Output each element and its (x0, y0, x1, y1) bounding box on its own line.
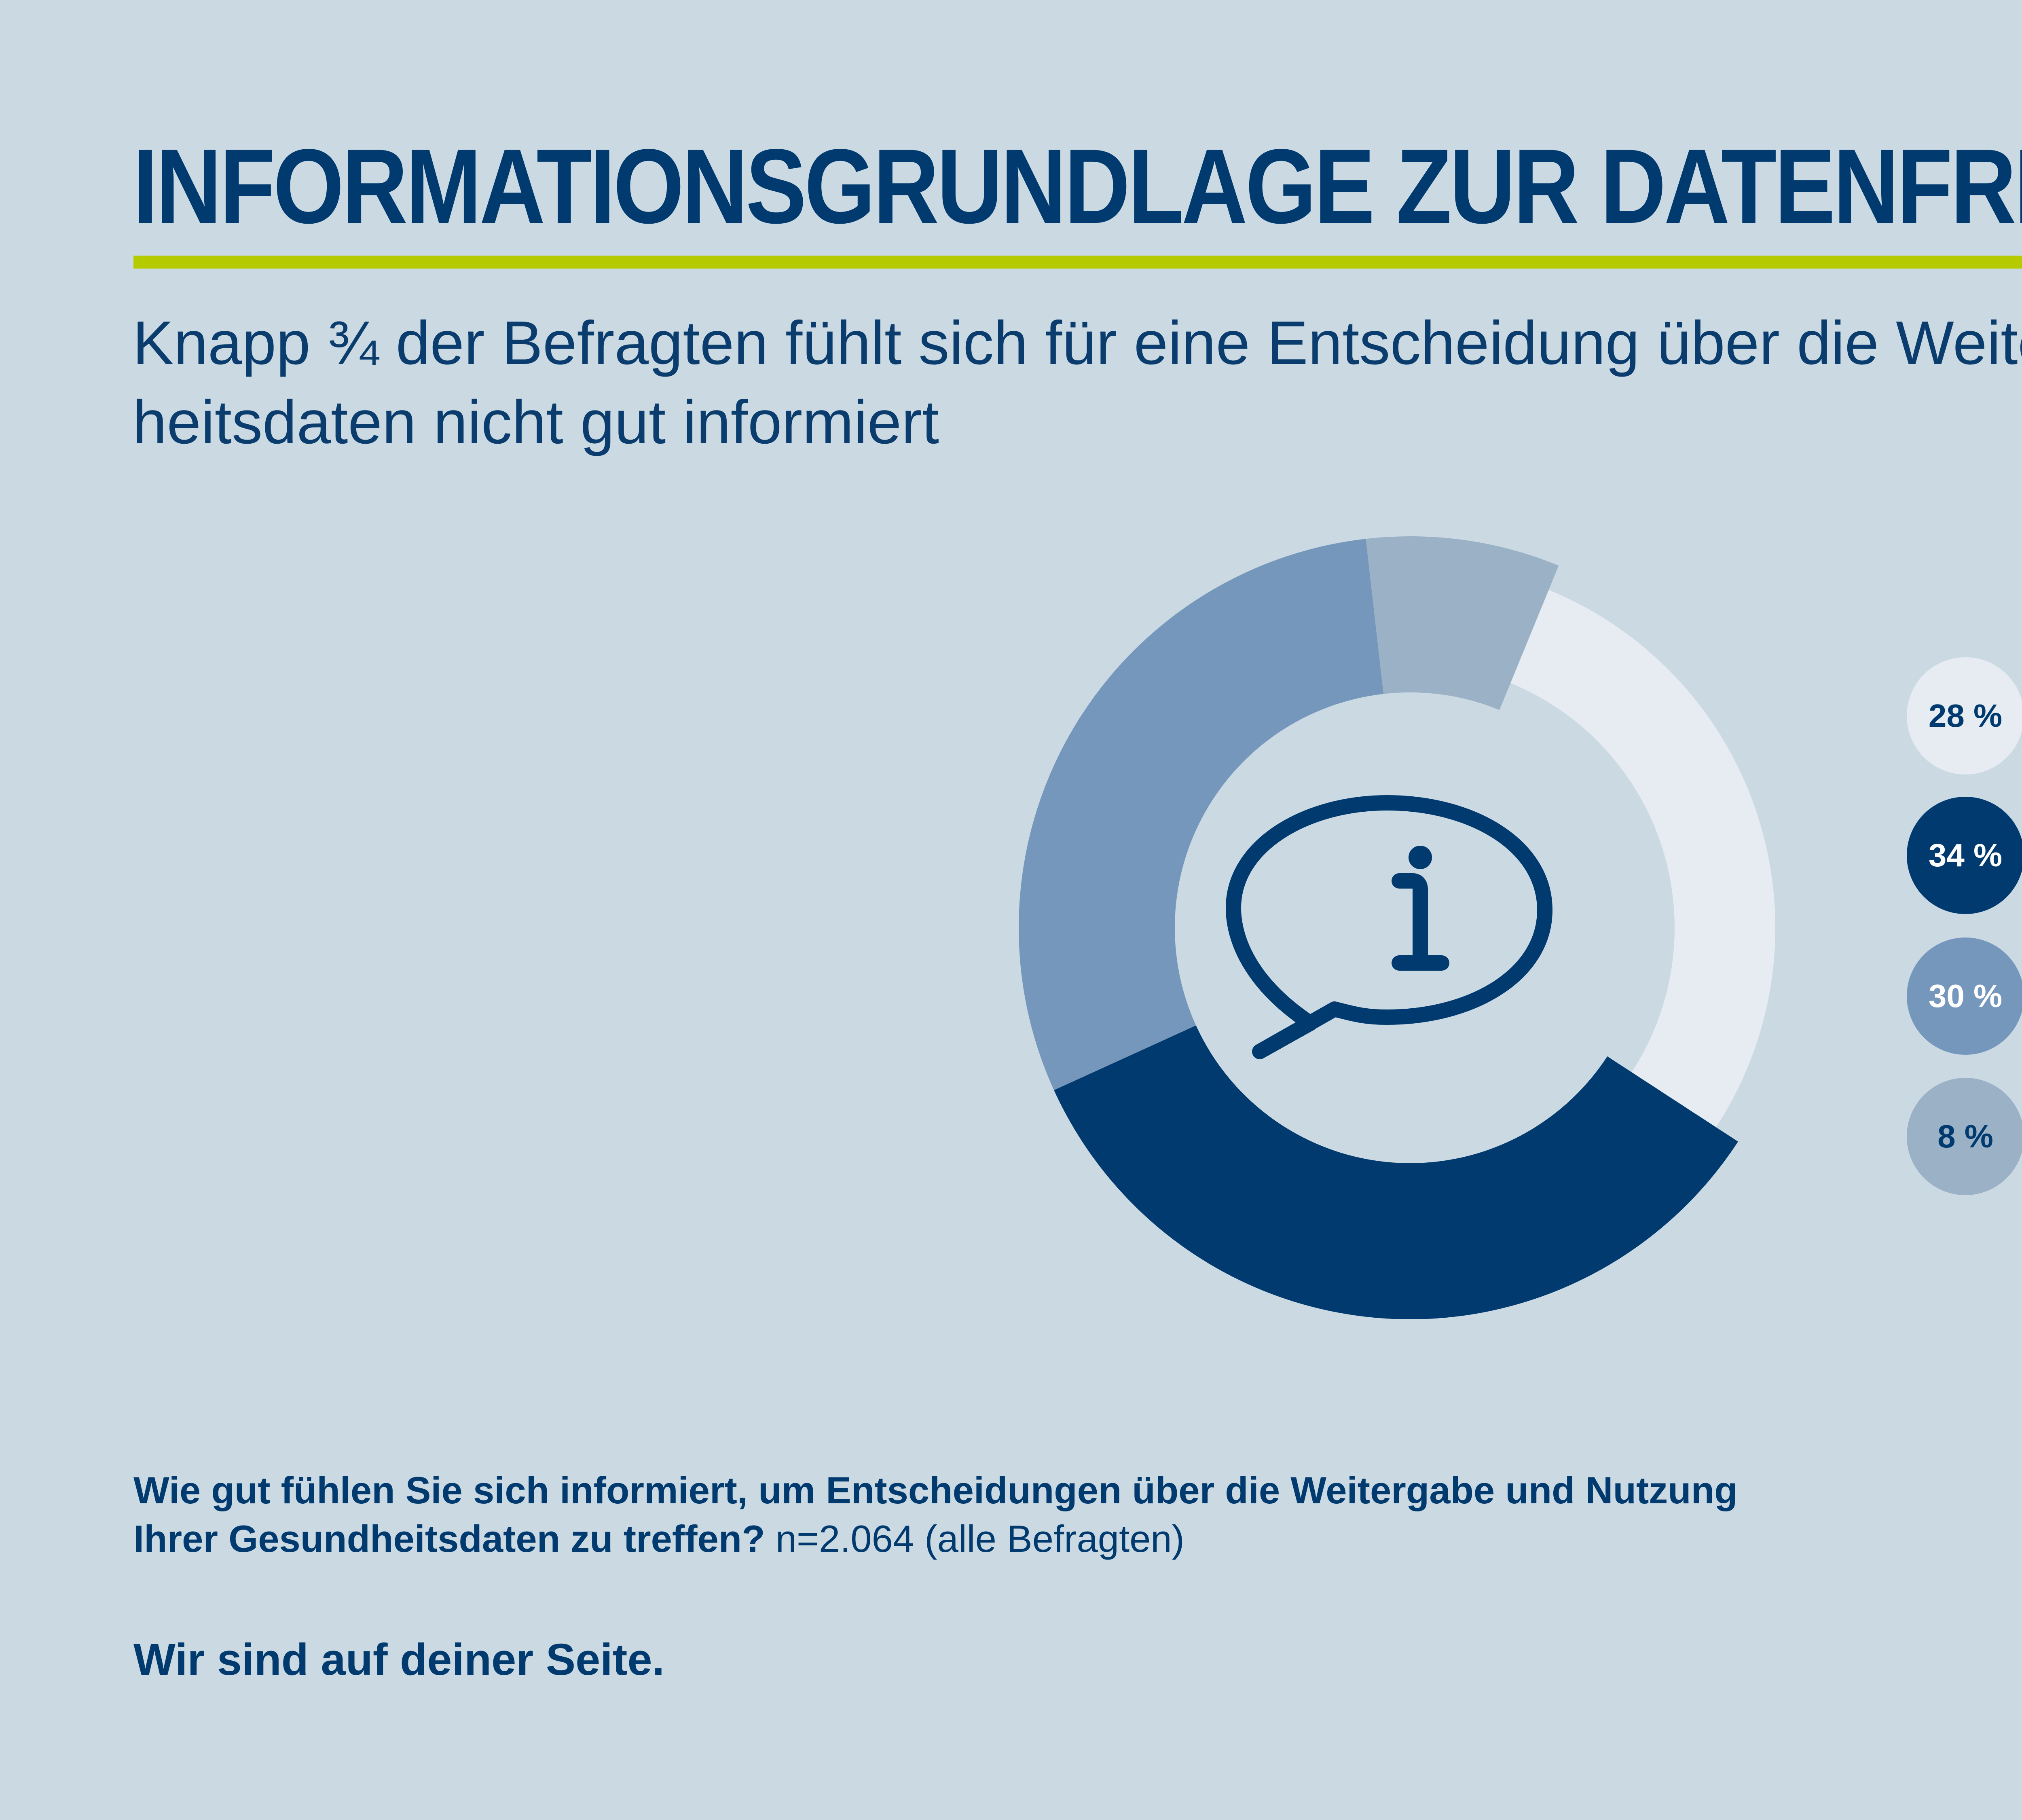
legend-dot-neutral: 34 % (1907, 797, 2022, 914)
survey-question-line-2: Ihrer Gesundheitsdaten zu treffen? (133, 1517, 765, 1560)
legend-item-schlecht: 30 % Schlecht (1907, 938, 2022, 1055)
subtitle-line-2: heitsdaten nicht gut informiert (133, 388, 939, 457)
donut-segment-gut (1510, 590, 1775, 1128)
legend-value-neutral: 34 % (1928, 837, 2003, 873)
donut-segment-schlecht (1019, 539, 1384, 1090)
info-speech-bubble-icon (1226, 795, 1552, 1059)
subtitle-line-1: Knapp ¾ der Befragten fühlt sich für ein… (133, 309, 2022, 377)
title-underline (133, 256, 2022, 269)
survey-question-line-1: Wie gut fühlen Sie sich informiert, um E… (133, 1469, 1738, 1511)
legend-item-keine-angabe: 8 % Keine Angabe (1907, 1078, 2022, 1195)
legend-dot-schlecht: 30 % (1907, 938, 2022, 1055)
donut-segment-keine-angabe (1366, 536, 1559, 710)
legend-item-neutral: 34 % Neutral (1907, 797, 2022, 914)
survey-footnote: Wie gut fühlen Sie sich informiert, um E… (133, 1466, 1738, 1563)
legend-value-keine-angabe: 8 % (1937, 1118, 1993, 1154)
brand-claim: Wir sind auf deiner Seite. (133, 1635, 665, 1685)
page-title: INFORMATIONSGRUNDLAGE ZUR DATENFREIGABE (133, 127, 2022, 245)
page-subtitle: Knapp ¾ der Befragten fühlt sich für ein… (133, 303, 2022, 462)
sample-size: n=2.064 (alle Befragten) (775, 1517, 1184, 1560)
legend-item-gut: 28 % Gut (1907, 657, 2022, 775)
donut-segments (1019, 536, 1775, 1319)
donut-segment-neutral (1054, 1025, 1738, 1319)
legend-value-schlecht: 30 % (1928, 978, 2003, 1014)
legend-value-gut: 28 % (1928, 698, 2003, 734)
legend-dot-gut: 28 % (1907, 657, 2022, 775)
legend-dot-keine-angabe: 8 % (1907, 1078, 2022, 1195)
